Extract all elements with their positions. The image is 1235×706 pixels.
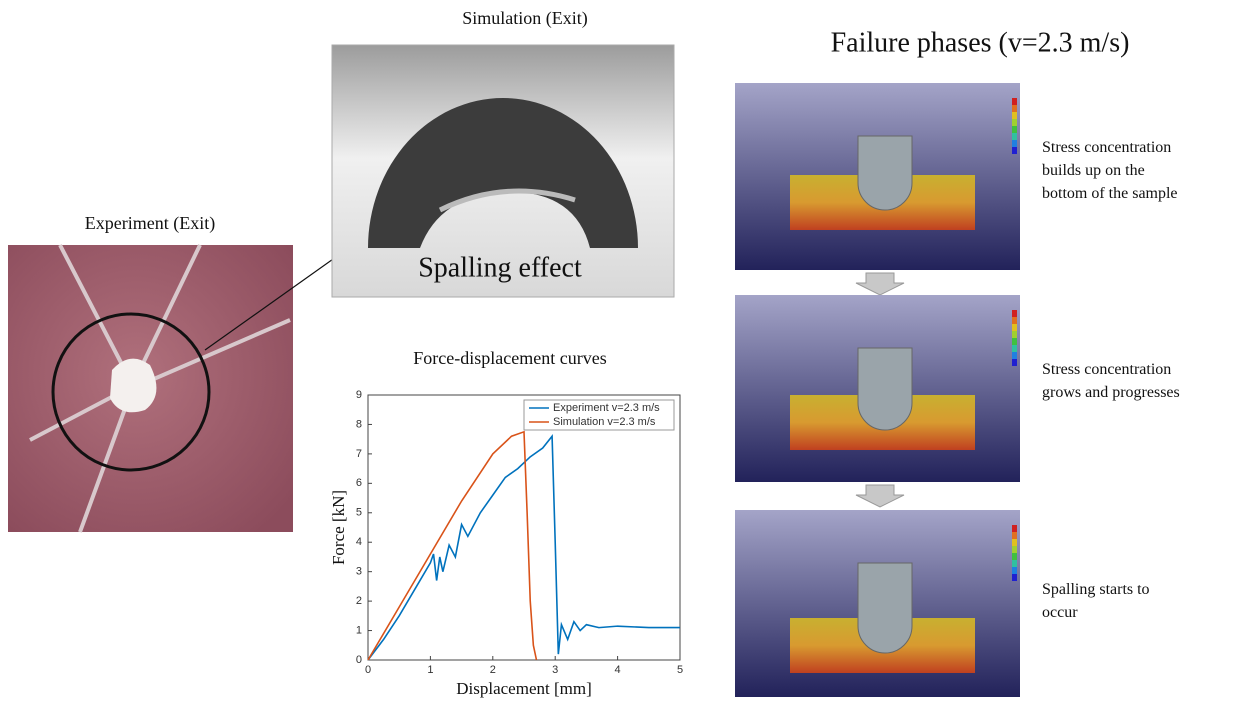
fringe-swatch: [1012, 359, 1017, 366]
fringe-swatch: [1012, 352, 1017, 359]
experiment-title: Experiment (Exit): [85, 213, 215, 234]
x-axis-label: Displacement [mm]: [456, 679, 592, 698]
fringe-legend: [1012, 525, 1017, 581]
fringe-legend: [1012, 310, 1017, 366]
fringe-swatch: [1012, 539, 1017, 546]
simulation-title: Simulation (Exit): [462, 8, 588, 29]
y-tick-label: 1: [356, 624, 362, 636]
fringe-swatch: [1012, 345, 1017, 352]
x-tick-label: 2: [490, 664, 496, 676]
y-tick-label: 7: [356, 448, 362, 460]
fringe-swatch: [1012, 140, 1017, 147]
chart: 0 1 2 3 4 5 0 1 2 3 4 5 6 7 8 9 Displacement [mm] Force […: [329, 389, 683, 698]
fringe-swatch: [1012, 567, 1017, 574]
fringe-swatch: [1012, 574, 1017, 581]
y-axis-label: Force [kN]: [329, 490, 348, 565]
y-tick-label: 6: [356, 477, 362, 489]
fringe-swatch: [1012, 532, 1017, 539]
down-arrow: [856, 485, 904, 507]
down-arrow: [856, 273, 904, 295]
fringe-swatch: [1012, 105, 1017, 112]
fringe-swatch: [1012, 147, 1017, 154]
x-tick-label: 4: [615, 664, 621, 676]
experiment-photo: [8, 245, 293, 532]
phase-image: [735, 83, 1020, 270]
fringe-swatch: [1012, 560, 1017, 567]
y-tick-label: 8: [356, 418, 362, 430]
y-tick-label: 2: [356, 595, 362, 607]
y-tick-label: 0: [356, 654, 362, 666]
fringe-swatch: [1012, 553, 1017, 560]
fringe-swatch: [1012, 525, 1017, 532]
indenter: [858, 348, 912, 430]
fringe-swatch: [1012, 133, 1017, 140]
indenter: [858, 136, 912, 210]
y-tick-label: 4: [356, 536, 362, 548]
fringe-swatch: [1012, 126, 1017, 133]
chart-title: Force-displacement curves: [413, 348, 606, 368]
y-tick-label: 9: [356, 389, 362, 401]
y-tick-label: 5: [356, 507, 362, 519]
fringe-swatch: [1012, 310, 1017, 317]
x-tick-label: 5: [677, 664, 683, 676]
x-tick-label: 1: [427, 664, 433, 676]
legend-label: Experiment v=2.3 m/s: [553, 402, 660, 414]
legend-label: Simulation v=2.3 m/s: [553, 416, 656, 428]
indenter: [858, 563, 912, 653]
fringe-swatch: [1012, 112, 1017, 119]
fringe-legend: [1012, 98, 1017, 154]
fringe-swatch: [1012, 331, 1017, 338]
phases-title: Failure phases (v=2.3 m/s): [831, 27, 1130, 58]
fringe-swatch: [1012, 98, 1017, 105]
figure: Experiment (Exit) Simulation (Exit) Spal…: [0, 0, 1235, 706]
phase-image: [735, 295, 1020, 482]
y-tick-label: 3: [356, 566, 362, 578]
fringe-swatch: [1012, 317, 1017, 324]
fringe-swatch: [1012, 338, 1017, 345]
phase-image: [735, 510, 1020, 697]
spalling-annotation: Spalling effect: [418, 252, 582, 283]
x-tick-label: 3: [552, 664, 558, 676]
fringe-swatch: [1012, 324, 1017, 331]
x-tick-label: 0: [365, 664, 371, 676]
fringe-swatch: [1012, 546, 1017, 553]
fringe-swatch: [1012, 119, 1017, 126]
